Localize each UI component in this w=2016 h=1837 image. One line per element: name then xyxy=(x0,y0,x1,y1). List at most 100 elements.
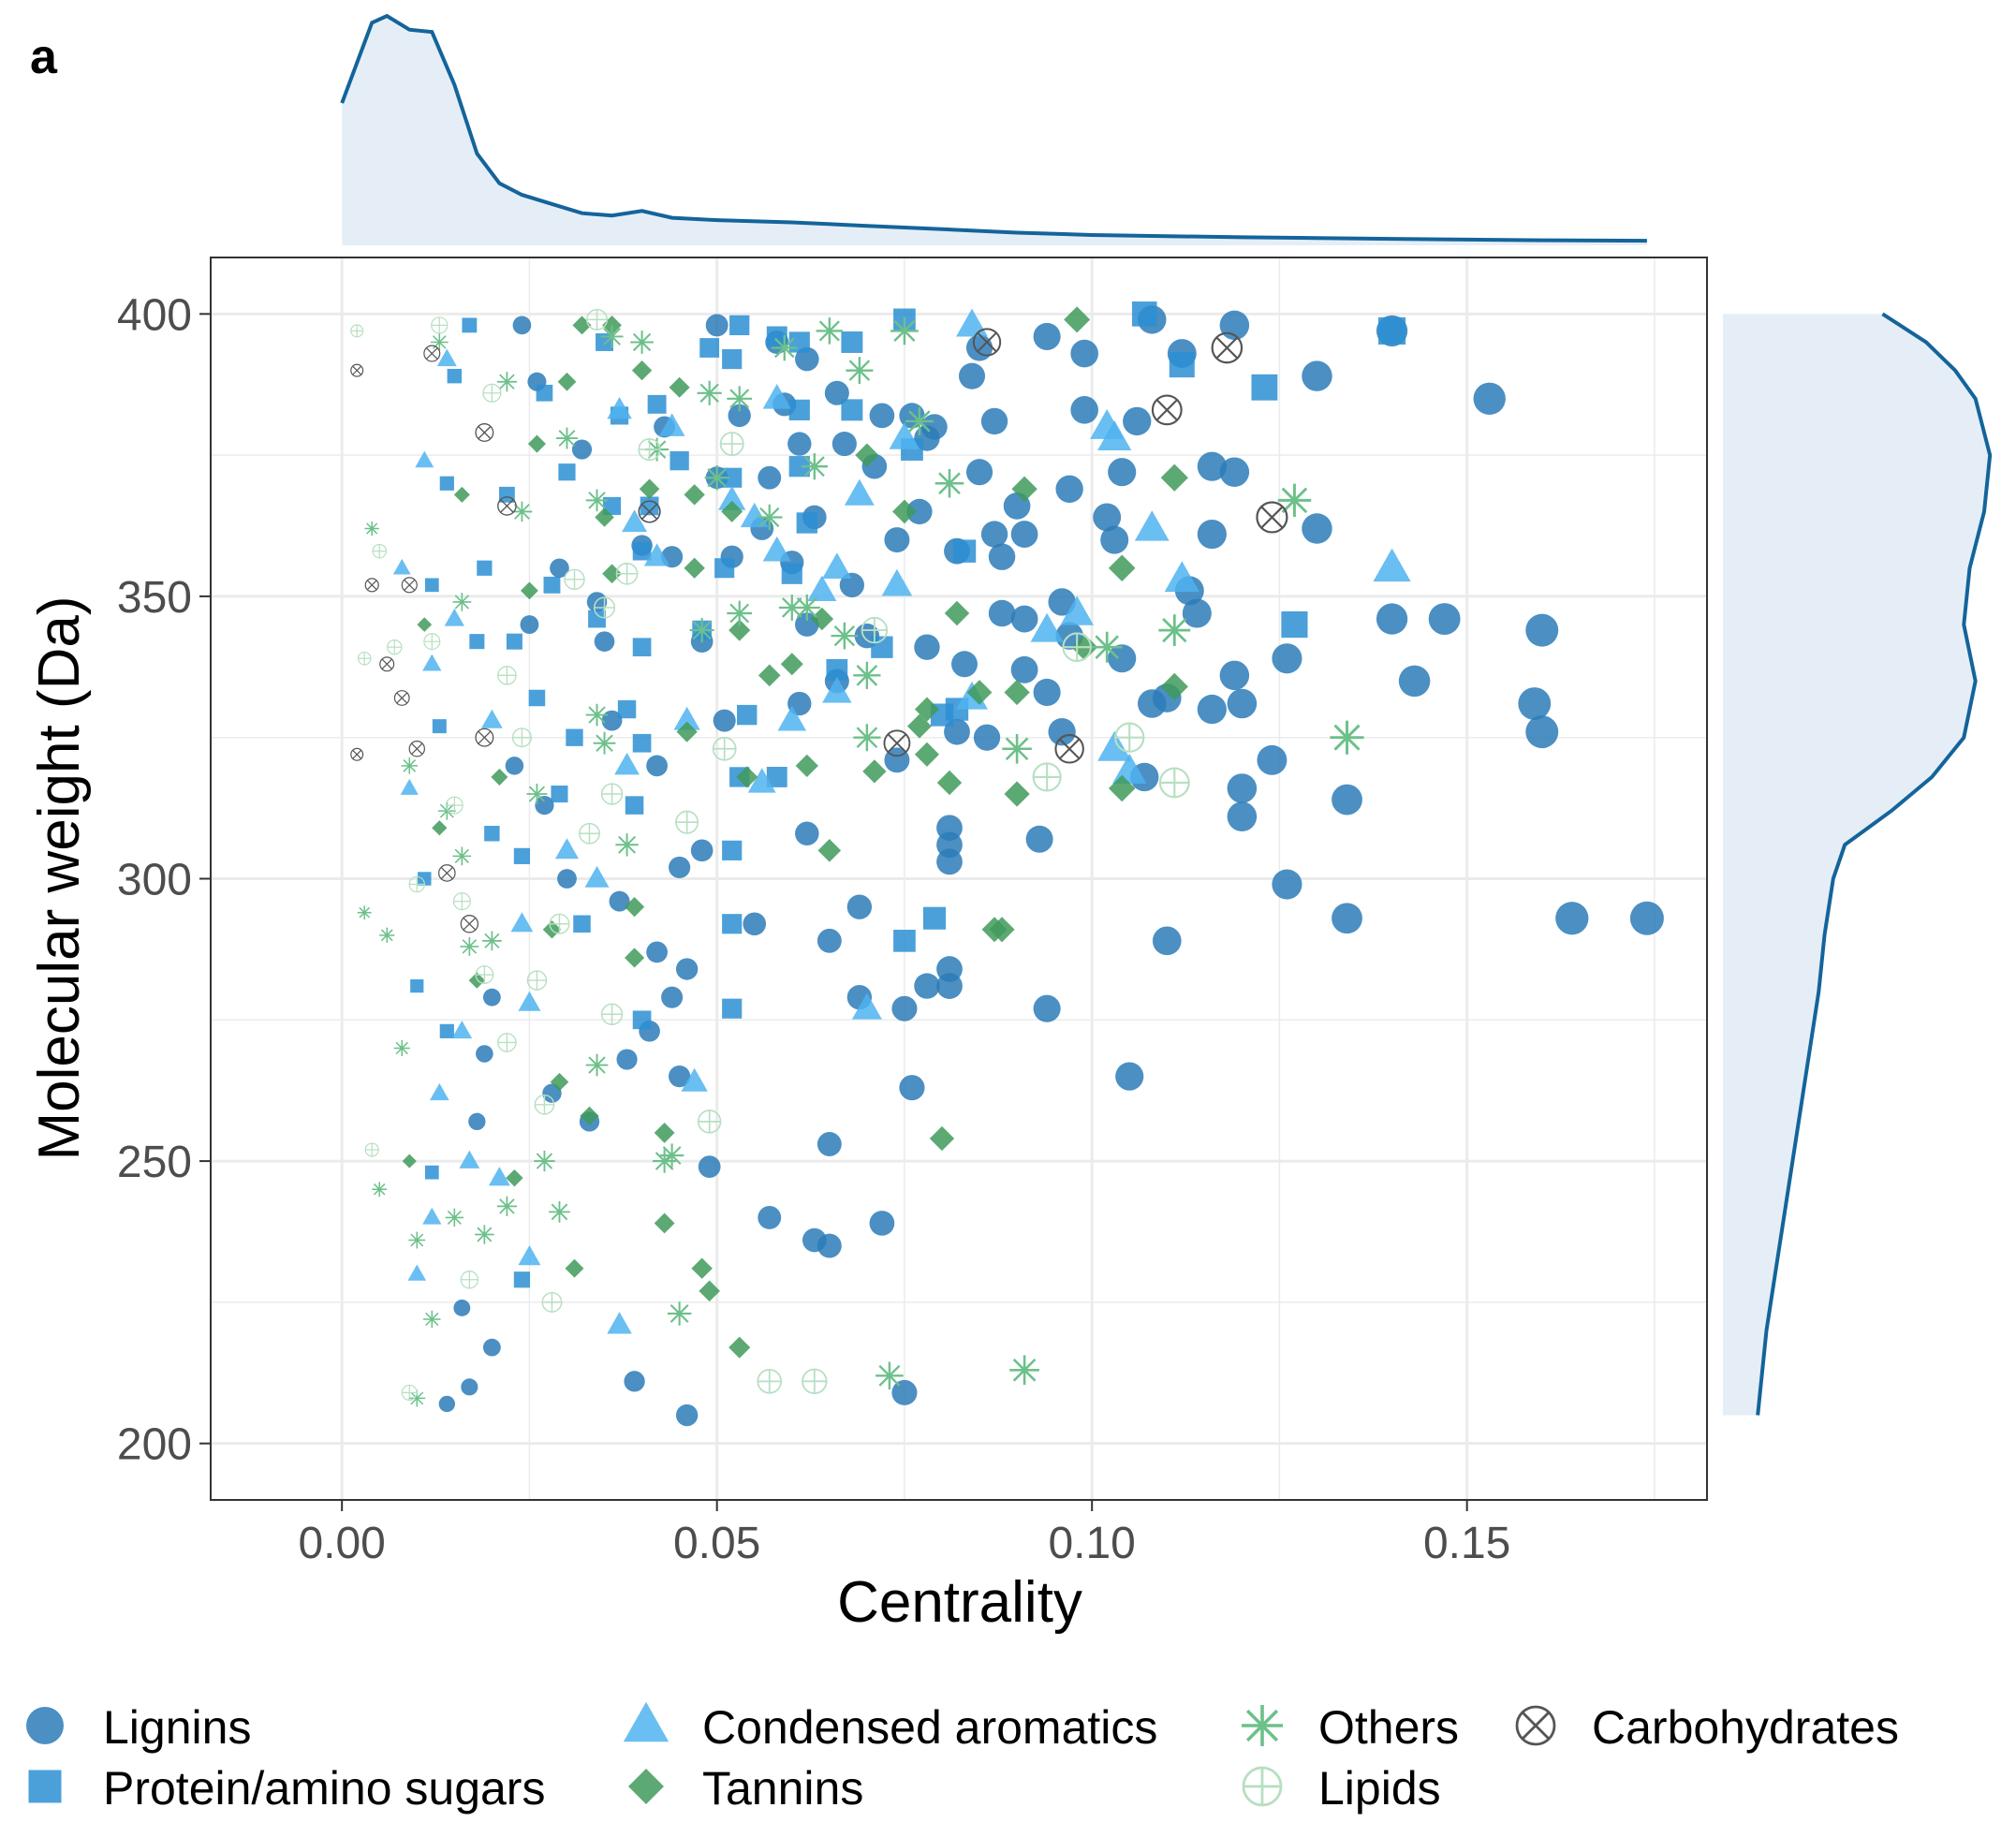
point-lignins xyxy=(951,651,978,678)
point-tannins xyxy=(728,619,751,641)
asterisk-stroke xyxy=(1005,737,1029,761)
point-others xyxy=(445,1208,464,1227)
point-condensed xyxy=(822,552,852,579)
point-tannins xyxy=(892,499,917,524)
point-lipids xyxy=(600,1003,624,1025)
point-condensed xyxy=(518,991,541,1011)
point-lignins xyxy=(1108,644,1137,673)
asterisk-stroke xyxy=(833,625,856,647)
point-protein xyxy=(632,733,652,753)
circle-x-b xyxy=(478,426,492,439)
point-lipids xyxy=(1114,722,1145,753)
point-condensed xyxy=(777,705,807,731)
point-tannins xyxy=(721,500,743,522)
point-lipids xyxy=(697,1110,722,1134)
point-protein xyxy=(647,394,667,414)
point-lignins xyxy=(505,757,524,775)
point-tannins xyxy=(624,897,645,918)
point-lipids xyxy=(861,616,889,644)
legend: Lignins Protein/amino sugars Condensed aro… xyxy=(26,1701,1899,1815)
point-lipids xyxy=(712,736,737,761)
point-protein xyxy=(1131,301,1157,327)
asterisk-stroke xyxy=(803,456,825,478)
series-protein xyxy=(410,301,1406,1288)
point-others xyxy=(556,427,578,449)
point-lignins xyxy=(988,599,1016,627)
point-tannins xyxy=(432,820,448,836)
point-tannins xyxy=(1160,463,1188,492)
point-tannins xyxy=(602,564,622,584)
point-lignins xyxy=(1227,688,1258,719)
circle-x-b xyxy=(411,742,423,755)
y-tick-label: 400 xyxy=(117,290,192,340)
point-protein xyxy=(632,541,652,561)
asterisk-stroke xyxy=(848,360,871,381)
point-lipids xyxy=(541,1291,563,1313)
legend-item-tannins: Tannins xyxy=(628,1762,863,1815)
point-lignins xyxy=(1048,718,1076,746)
right-density-line xyxy=(1756,312,1993,1416)
point-others xyxy=(401,757,419,774)
point-condensed xyxy=(1373,548,1411,582)
right-density-area xyxy=(1723,314,1991,1416)
point-protein xyxy=(410,979,424,993)
point-protein xyxy=(573,915,591,933)
legend-item-lipids: Lipids xyxy=(1242,1762,1441,1815)
top-marginal-density xyxy=(340,13,1647,245)
circle-x-ring xyxy=(475,727,494,747)
point-tannins xyxy=(520,581,538,600)
point-lignins xyxy=(1525,613,1559,647)
point-others xyxy=(511,501,533,522)
series-lipids xyxy=(350,308,1190,1401)
point-protein xyxy=(1251,374,1278,401)
point-condensed xyxy=(488,1167,510,1186)
asterisk-stroke xyxy=(528,786,546,802)
legend-label: Lipids xyxy=(1318,1762,1441,1815)
point-condensed xyxy=(681,1067,708,1092)
point-lignins xyxy=(512,316,532,335)
point-others xyxy=(689,618,714,643)
asterisk-stroke xyxy=(1012,1358,1037,1382)
asterisk-stroke xyxy=(1245,1709,1279,1742)
point-others xyxy=(727,386,753,412)
point-lipids xyxy=(593,596,616,619)
point-lignins xyxy=(1257,744,1288,775)
asterisk-stroke xyxy=(729,389,750,409)
circle-x-ring xyxy=(393,690,410,706)
circle-x-ring xyxy=(438,864,456,882)
circle-x-ring xyxy=(1151,394,1183,426)
point-tannins xyxy=(453,486,470,503)
point-lignins xyxy=(461,1378,478,1396)
point-others xyxy=(1002,733,1032,764)
point-others xyxy=(652,1149,677,1173)
point-others xyxy=(496,372,517,392)
point-protein xyxy=(424,578,439,593)
y-axis-title: Molecular weight (Da) xyxy=(27,596,92,1161)
point-tannins xyxy=(981,917,1008,943)
plot-axes: 0.00 0.05 0.10 0.15 200 250 300 350 400 xyxy=(117,290,1510,1568)
point-tannins xyxy=(654,1123,675,1143)
point-others xyxy=(549,1201,570,1223)
asterisk-stroke xyxy=(551,1203,568,1221)
point-lignins xyxy=(758,465,782,490)
point-lignins xyxy=(743,912,767,936)
point-lignins xyxy=(1302,360,1332,391)
point-others xyxy=(600,325,624,348)
point-protein xyxy=(722,998,743,1019)
point-lignins xyxy=(616,1049,638,1070)
point-lignins xyxy=(1227,801,1258,831)
point-lignins xyxy=(988,543,1016,570)
point-tannins xyxy=(914,742,939,767)
point-lipids xyxy=(452,892,471,911)
circle-x-ring xyxy=(350,363,364,377)
point-lignins xyxy=(675,958,699,980)
point-others xyxy=(364,521,379,536)
point-protein xyxy=(513,1271,531,1288)
point-condensed xyxy=(400,778,419,795)
point-protein xyxy=(566,728,583,746)
point-carbohydrates xyxy=(423,345,441,362)
point-lignins xyxy=(728,404,751,428)
y-tick-label: 250 xyxy=(117,1138,192,1187)
point-lignins xyxy=(594,631,615,652)
point-others xyxy=(379,927,395,943)
